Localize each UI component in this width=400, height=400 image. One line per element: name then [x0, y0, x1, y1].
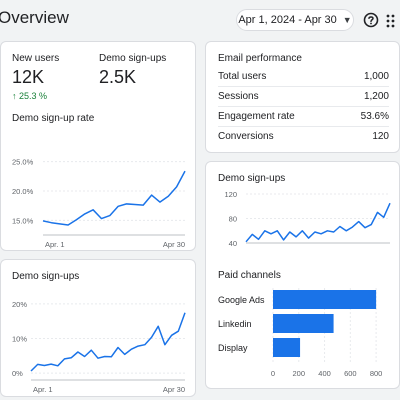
row-value: 1,200 — [363, 90, 389, 102]
paid-channels-chart: 0 200 400 600 800 — [271, 288, 383, 378]
email-performance-card: Email performance Total users 1,000 Sess… — [205, 41, 400, 153]
y-tick-label: 20% — [12, 300, 27, 309]
y-tick-label: 120 — [224, 190, 237, 199]
chevron-down-icon: ▼ — [342, 15, 352, 25]
y-tick-label: 40 — [229, 239, 237, 248]
row-value: 53.6% — [360, 110, 389, 122]
new-users-trend: ↑ 25.3 % — [12, 91, 48, 101]
x-tick-label: 200 — [293, 369, 306, 378]
row-label: Total users — [218, 70, 267, 82]
bar-label: Display — [218, 343, 248, 353]
x-tick-label: 400 — [318, 369, 331, 378]
x-tick-label: 0 — [271, 369, 275, 378]
new-users-label: New users — [12, 53, 60, 64]
x-tick-label: Apr. 1 — [45, 240, 65, 249]
series-line — [245, 202, 391, 243]
table-row: Conversions 120 — [218, 126, 389, 146]
row-label: Engagement rate — [218, 110, 295, 122]
signups-chart-right: 40 80 120 — [224, 190, 391, 248]
date-range-picker[interactable]: Apr 1, 2024 - Apr 30 ▼ — [236, 9, 354, 31]
y-tick-label: 0% — [12, 369, 23, 378]
demo-signups-label: Demo sign-ups — [99, 53, 167, 64]
x-tick-label: 600 — [344, 369, 357, 378]
table-row: Sessions 1,200 — [218, 86, 389, 107]
y-tick-label: 15.0% — [12, 216, 34, 225]
signups-chart-left: 0% 10% 20% Apr. 1 Apr 30 — [12, 300, 186, 394]
signups-card-left: Demo sign-ups 0% 10% 20% Apr. 1 Apr 30 — [0, 259, 196, 397]
card-title: Email performance — [218, 53, 302, 64]
y-tick-label: 10% — [12, 334, 27, 343]
bar — [273, 314, 334, 333]
table-row: Total users 1,000 — [218, 66, 389, 87]
new-users-value: 12K — [12, 67, 45, 87]
row-value: 120 — [372, 130, 389, 142]
metrics-card: New users 12K ↑ 25.3 % Demo sign-ups 2.5… — [0, 41, 196, 251]
chart-title: Demo sign-ups — [218, 173, 286, 184]
row-label: Sessions — [218, 90, 259, 102]
series-line — [42, 170, 186, 226]
signups-channels-card: Demo sign-ups 40 80 120 Paid channels Goog… — [205, 161, 400, 389]
x-tick-label: Apr 30 — [163, 385, 185, 394]
demo-signups-value: 2.5K — [99, 67, 137, 87]
y-tick-label: 80 — [229, 215, 237, 224]
row-label: Conversions — [218, 130, 274, 142]
x-tick-label: 800 — [370, 369, 383, 378]
chart-title: Demo sign-ups — [12, 271, 80, 282]
chart-title: Paid channels — [218, 270, 281, 281]
bar — [273, 338, 301, 357]
series-line — [30, 312, 186, 372]
row-value: 1,000 — [363, 70, 389, 82]
table-row: Engagement rate 53.6% — [218, 106, 389, 127]
date-range-label: Apr 1, 2024 - Apr 30 — [238, 14, 337, 26]
page-title: Overview — [0, 8, 69, 27]
bar-label: Linkedin — [218, 319, 252, 329]
y-tick-label: 20.0% — [12, 187, 34, 196]
help-icon[interactable] — [362, 11, 380, 29]
x-tick-label: Apr. 1 — [33, 385, 53, 394]
bar — [273, 290, 377, 309]
apps-grid-icon[interactable] — [384, 11, 400, 29]
chart-title: Demo sign-up rate — [12, 113, 95, 124]
x-tick-label: Apr 30 — [163, 240, 185, 249]
y-tick-label: 25.0% — [12, 158, 34, 167]
bar-label: Google Ads — [218, 295, 265, 305]
signup-rate-chart: 15.0% 20.0% 25.0% Apr. 1 Apr 30 — [12, 158, 186, 249]
